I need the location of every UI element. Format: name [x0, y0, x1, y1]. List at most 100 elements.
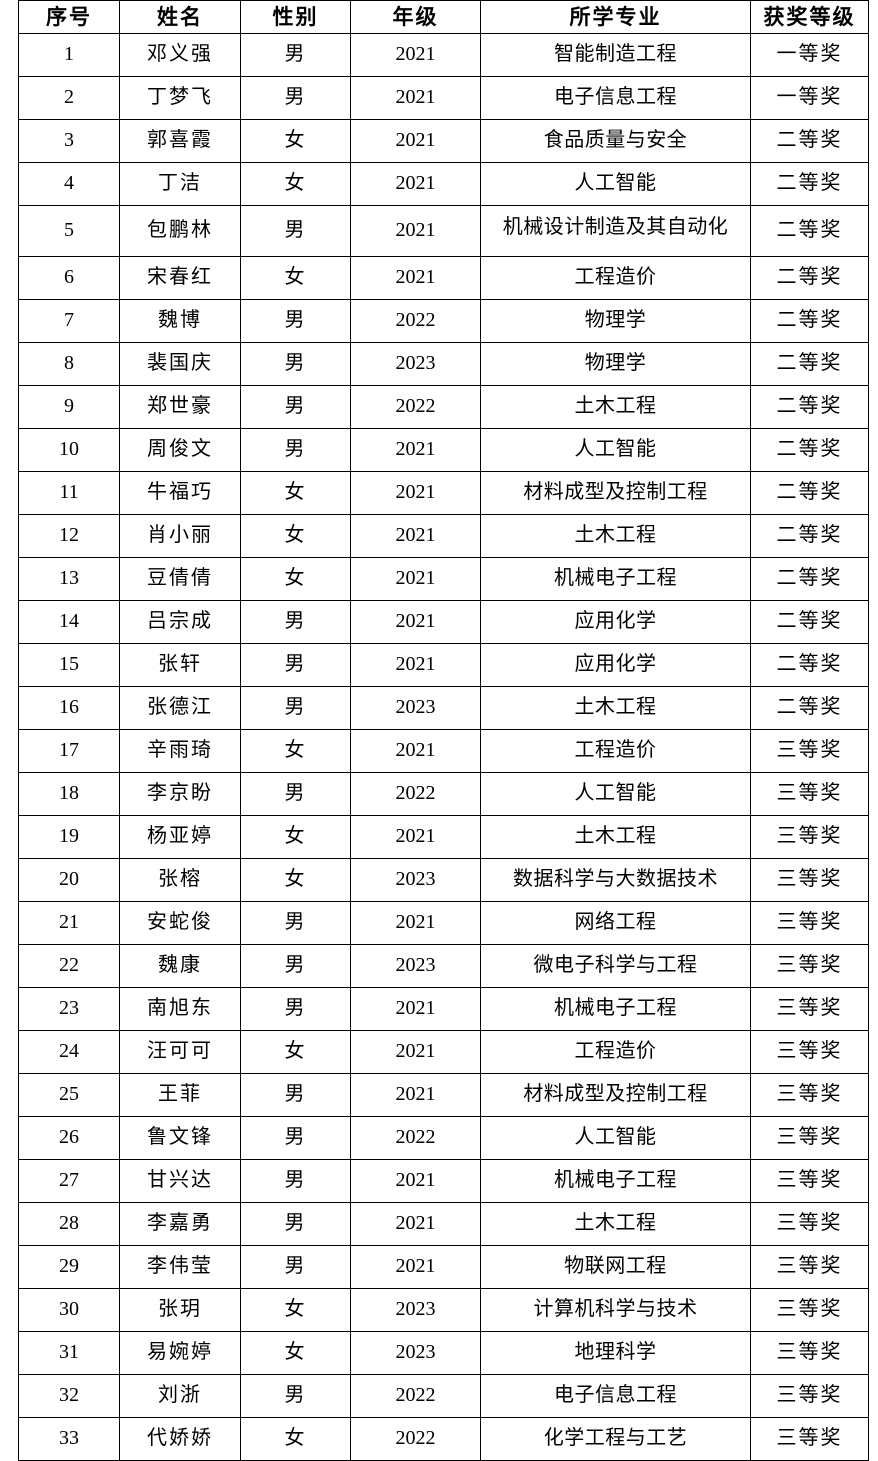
table-row: 19 杨亚婷女 2021 土木工程 三等奖: [18, 815, 869, 859]
cell-major: 机械电子工程: [480, 557, 751, 601]
table-row: 8 裴国庆男 2023 物理学 二等奖: [18, 342, 869, 386]
column-header-sex: 性别: [240, 0, 351, 34]
cell-grade: 2021: [350, 1202, 481, 1246]
cell-award: 三等奖: [750, 1116, 869, 1160]
cell-sex: 女: [240, 119, 351, 163]
table-row: 10 周俊文男 2021 人工智能 二等奖: [18, 428, 869, 472]
table-row: 6 宋春红女 2021 工程造价 二等奖: [18, 256, 869, 300]
cell-major: 地理科学: [480, 1331, 751, 1375]
cell-name: 南旭东: [119, 987, 241, 1031]
cell-award: 二等奖: [750, 256, 869, 300]
cell-major: 物理学: [480, 342, 751, 386]
cell-grade: 2021: [350, 205, 481, 257]
table-row: 16 张德江男 2023 土木工程 二等奖: [18, 686, 869, 730]
table-row: 18 李京盼男 2022 人工智能 三等奖: [18, 772, 869, 816]
cell-index: 32: [18, 1374, 120, 1418]
cell-sex: 女: [240, 514, 351, 558]
cell-award: 二等奖: [750, 205, 869, 257]
table-row: 4 丁洁女 2021 人工智能 二等奖: [18, 162, 869, 206]
cell-index: 6: [18, 256, 120, 300]
cell-grade: 2021: [350, 1159, 481, 1203]
cell-major: 人工智能: [480, 772, 751, 816]
cell-name: 刘浙: [119, 1374, 241, 1418]
cell-index: 28: [18, 1202, 120, 1246]
table-row: 5 包鹏林男 2021 机械设计制造及其自动化 二等奖: [18, 205, 869, 257]
cell-award: 三等奖: [750, 729, 869, 773]
cell-award: 三等奖: [750, 1245, 869, 1289]
cell-name: 吕宗成: [119, 600, 241, 644]
cell-name: 魏博: [119, 299, 241, 343]
cell-name: 豆倩倩: [119, 557, 241, 601]
cell-index: 11: [18, 471, 120, 515]
table-row: 3 郭喜霞女 2021 食品质量与安全 二等奖: [18, 119, 869, 163]
table-row: 12 肖小丽女 2021 土木工程 二等奖: [18, 514, 869, 558]
cell-sex: 男: [240, 76, 351, 120]
cell-award: 三等奖: [750, 901, 869, 945]
cell-grade: 2021: [350, 162, 481, 206]
cell-sex: 男: [240, 987, 351, 1031]
cell-index: 22: [18, 944, 120, 988]
cell-grade: 2021: [350, 514, 481, 558]
table-row: 2 丁梦飞男 2021 电子信息工程 一等奖: [18, 76, 869, 120]
cell-name: 李京盼: [119, 772, 241, 816]
cell-major: 机械电子工程: [480, 1159, 751, 1203]
cell-major: 应用化学: [480, 643, 751, 687]
cell-sex: 男: [240, 33, 351, 77]
cell-award: 二等奖: [750, 119, 869, 163]
cell-award: 三等奖: [750, 1374, 869, 1418]
cell-name: 包鹏林: [119, 205, 241, 257]
cell-award: 三等奖: [750, 1331, 869, 1375]
cell-grade: 2021: [350, 1030, 481, 1074]
cell-grade: 2021: [350, 901, 481, 945]
cell-index: 17: [18, 729, 120, 773]
cell-index: 3: [18, 119, 120, 163]
cell-sex: 男: [240, 299, 351, 343]
cell-major: 土木工程: [480, 1202, 751, 1246]
cell-sex: 男: [240, 1245, 351, 1289]
cell-name: 邓义强: [119, 33, 241, 77]
cell-award: 三等奖: [750, 858, 869, 902]
cell-award: 二等奖: [750, 428, 869, 472]
table-row: 23 南旭东男 2021 机械电子工程 三等奖: [18, 987, 869, 1031]
cell-award: 三等奖: [750, 1202, 869, 1246]
cell-grade: 2021: [350, 76, 481, 120]
cell-grade: 2021: [350, 119, 481, 163]
cell-name: 代娇娇: [119, 1417, 241, 1461]
cell-sex: 男: [240, 1159, 351, 1203]
table-row: 11 牛福巧女 2021 材料成型及控制工程 二等奖: [18, 471, 869, 515]
cell-sex: 男: [240, 901, 351, 945]
table-header-row: 序号 姓名 性别 年级 所学专业 获奖等级: [18, 0, 869, 34]
cell-sex: 女: [240, 729, 351, 773]
cell-award: 二等奖: [750, 342, 869, 386]
cell-sex: 男: [240, 342, 351, 386]
cell-major: 工程造价: [480, 256, 751, 300]
cell-name: 张榕: [119, 858, 241, 902]
cell-sex: 男: [240, 1374, 351, 1418]
cell-award: 二等奖: [750, 686, 869, 730]
cell-major: 电子信息工程: [480, 1374, 751, 1418]
cell-award: 二等奖: [750, 557, 869, 601]
cell-name: 牛福巧: [119, 471, 241, 515]
cell-grade: 2021: [350, 1073, 481, 1117]
cell-index: 21: [18, 901, 120, 945]
cell-index: 4: [18, 162, 120, 206]
cell-index: 10: [18, 428, 120, 472]
cell-grade: 2023: [350, 342, 481, 386]
cell-major: 人工智能: [480, 1116, 751, 1160]
cell-grade: 2021: [350, 815, 481, 859]
cell-sex: 女: [240, 1030, 351, 1074]
cell-name: 甘兴达: [119, 1159, 241, 1203]
cell-name: 肖小丽: [119, 514, 241, 558]
cell-name: 张轩: [119, 643, 241, 687]
cell-name: 李伟莹: [119, 1245, 241, 1289]
column-header-major: 所学专业: [480, 0, 751, 34]
award-table-container: 序号 姓名 性别 年级 所学专业 获奖等级 1 邓义强男 2021 智能制造工程 一等奖…: [18, 0, 869, 1461]
table-row: 33 代娇娇女 2022 化学工程与工艺 三等奖: [18, 1417, 869, 1461]
cell-index: 29: [18, 1245, 120, 1289]
cell-sex: 男: [240, 1202, 351, 1246]
cell-name: 张玥: [119, 1288, 241, 1332]
cell-award: 三等奖: [750, 772, 869, 816]
table-row: 21 安蛇俊男 2021 网络工程 三等奖: [18, 901, 869, 945]
cell-index: 9: [18, 385, 120, 429]
cell-grade: 2023: [350, 1288, 481, 1332]
